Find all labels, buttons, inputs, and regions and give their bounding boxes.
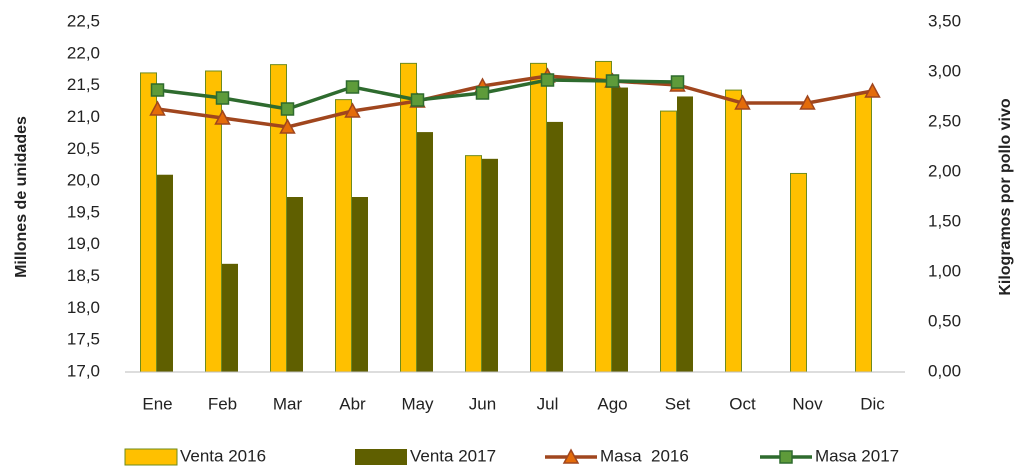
x-tick-label: Abr (339, 394, 366, 413)
y-tick-label: 22,0 (67, 43, 100, 62)
bar (417, 132, 433, 372)
legend-swatch (124, 448, 178, 466)
y2-tick-label: 0,50 (928, 311, 961, 330)
line-marker (214, 109, 231, 125)
x-tick-label: Ene (142, 394, 172, 413)
y2-tick-label: 2,00 (928, 161, 961, 180)
x-tick-label: Ago (597, 394, 627, 413)
y-tick-label: 21,5 (67, 75, 100, 94)
legend-label: Masa 2016 (600, 446, 689, 465)
x-tick-label: Feb (208, 394, 237, 413)
y2-tick-label: 2,50 (928, 111, 961, 130)
bar (547, 121, 563, 372)
y-axis-title: Millones de unidades (13, 116, 30, 278)
y2-tick-label: 1,50 (928, 211, 961, 230)
legend-label: Masa 2017 (815, 446, 899, 465)
line-marker (279, 118, 296, 134)
bar (790, 172, 807, 373)
x-tick-label: Jun (469, 394, 496, 413)
line-marker (734, 94, 751, 110)
x-tick-label: Set (665, 394, 691, 413)
x-tick-label: Oct (729, 394, 756, 413)
y2-tick-label: 3,00 (928, 61, 961, 80)
line-marker (215, 91, 230, 105)
bar (482, 158, 498, 372)
x-tick-label: Jul (537, 394, 559, 413)
line-marker (605, 74, 620, 88)
line-marker (280, 102, 295, 116)
legend-label: Venta 2016 (180, 446, 266, 465)
bar (725, 89, 742, 373)
x-tick-label: Nov (792, 394, 823, 413)
legend-marker (779, 450, 793, 464)
y2-axis-title: Kilogramos por pollo vivo (997, 98, 1014, 296)
y-tick-label: 21,0 (67, 107, 100, 126)
line-marker (344, 102, 361, 118)
legend-label: Venta 2017 (410, 446, 496, 465)
bar (222, 263, 238, 372)
bar (287, 197, 303, 372)
y-tick-label: 19,5 (67, 202, 100, 221)
y-tick-label: 22,5 (67, 11, 100, 30)
y-tick-label: 17,0 (67, 361, 100, 380)
y-tick-label: 19,0 (67, 234, 100, 253)
legend-marker (562, 448, 580, 464)
line-marker (475, 86, 490, 100)
line-marker (670, 75, 685, 89)
bar (660, 110, 677, 373)
bar (335, 99, 352, 373)
y-tick-label: 18,0 (67, 298, 100, 317)
y-tick-label: 17,5 (67, 330, 100, 349)
x-tick-label: Mar (273, 394, 303, 413)
bar (595, 60, 612, 373)
y-tick-label: 18,5 (67, 266, 100, 285)
bar (140, 72, 157, 373)
line-marker (799, 94, 816, 110)
y2-tick-label: 3,50 (928, 11, 961, 30)
bar (855, 92, 872, 373)
x-tick-label: May (401, 394, 434, 413)
bar (400, 62, 417, 373)
bar (465, 155, 482, 373)
bar (352, 197, 368, 372)
line-marker (540, 73, 555, 87)
legend-swatch (355, 449, 407, 465)
line-marker (864, 82, 881, 98)
x-tick-label: Dic (860, 394, 885, 413)
line (157, 74, 873, 129)
line-marker (149, 100, 166, 116)
bar (157, 174, 173, 372)
bar (612, 87, 628, 372)
bar (677, 96, 693, 373)
y2-tick-label: 0,00 (928, 361, 961, 380)
line-marker (410, 93, 425, 107)
y2-tick-label: 1,00 (928, 261, 961, 280)
line-marker (150, 83, 165, 97)
y-tick-label: 20,0 (67, 171, 100, 190)
y-tick-label: 20,5 (67, 139, 100, 158)
bar (530, 62, 547, 373)
line-marker (345, 80, 360, 94)
